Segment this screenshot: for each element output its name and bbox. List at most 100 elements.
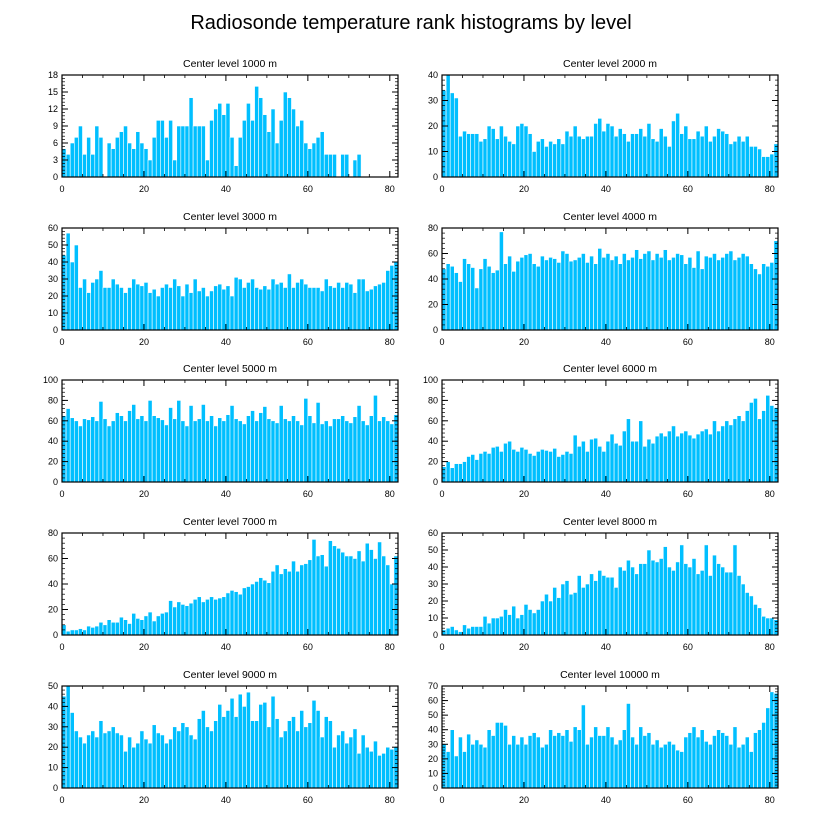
y-tick-label: 60 <box>428 528 438 538</box>
bar <box>679 133 685 178</box>
bar <box>720 566 726 636</box>
bar <box>127 142 132 178</box>
bar <box>728 571 734 636</box>
bar <box>143 420 149 483</box>
bar <box>486 622 492 636</box>
chart-panel-5: Center level 5000 m 0 20 40 60 80 0 20 40 60 80 100 <box>43 363 399 499</box>
bar <box>658 257 664 331</box>
chart-panel-1: Center level 1000 m 0 20 40 60 80 0 3 6 9 12 15 18 <box>48 58 399 194</box>
bar <box>119 415 124 483</box>
bar <box>65 154 71 178</box>
bar <box>630 133 635 178</box>
bar <box>254 86 259 178</box>
bar <box>90 154 96 178</box>
bar <box>642 445 648 483</box>
bar <box>630 440 635 483</box>
bar <box>556 456 562 483</box>
bar <box>544 743 549 789</box>
bar <box>552 143 558 178</box>
bar <box>188 97 194 178</box>
y-tick-label: 18 <box>48 70 58 80</box>
bar <box>287 720 292 789</box>
x-tick-label: 0 <box>59 795 64 805</box>
bar <box>613 135 619 178</box>
bar <box>192 278 198 331</box>
bar <box>282 287 288 331</box>
bar <box>572 592 578 636</box>
y-tick-label: 30 <box>428 739 438 749</box>
bar <box>254 420 259 483</box>
bar <box>160 419 165 483</box>
bar <box>205 598 210 636</box>
x-tick-label: 80 <box>765 184 775 194</box>
bar <box>254 581 259 636</box>
bar <box>352 728 358 789</box>
bar <box>482 451 488 483</box>
bar <box>90 416 96 483</box>
x-tick-label: 40 <box>601 642 611 652</box>
bar <box>147 400 153 483</box>
bar <box>585 743 590 789</box>
bar <box>658 432 664 483</box>
bar <box>356 550 362 636</box>
y-tick-label: 80 <box>48 395 58 405</box>
bar <box>740 420 746 483</box>
bar <box>303 726 309 789</box>
bar <box>168 407 173 483</box>
y-tick-label: 50 <box>428 545 438 555</box>
bar <box>184 283 190 331</box>
bar <box>319 736 325 789</box>
bar <box>519 257 525 331</box>
bar <box>634 133 639 178</box>
bar <box>172 159 178 178</box>
bar <box>486 729 492 789</box>
bar <box>617 263 623 331</box>
y-tick-label: 40 <box>428 562 438 572</box>
bar <box>258 412 264 483</box>
bar <box>749 146 754 178</box>
bar <box>683 563 689 636</box>
bar <box>196 290 202 331</box>
bar <box>494 138 500 178</box>
bar <box>507 614 512 636</box>
bar <box>229 295 235 331</box>
bar <box>564 729 570 789</box>
chart-panel-8: Center level 8000 m 0 20 40 60 80 0 10 20 30 40 50 6… <box>428 516 779 652</box>
chart-panel-2: Center level 2000 m 0 20 40 60 80 0 10 20 30 40 <box>428 58 779 194</box>
bar <box>708 743 713 789</box>
bar <box>360 734 366 789</box>
bar <box>544 146 549 178</box>
y-tick-label: 60 <box>428 249 438 259</box>
bar <box>621 729 627 789</box>
bar <box>708 575 713 636</box>
y-tick-label: 30 <box>428 96 438 106</box>
bar <box>336 418 341 483</box>
bar <box>753 604 758 636</box>
bar <box>151 415 157 483</box>
bar <box>462 751 467 789</box>
bar <box>753 268 758 331</box>
bar <box>728 424 734 483</box>
bar <box>143 148 149 178</box>
bar <box>287 273 292 331</box>
bar <box>650 259 656 331</box>
bar <box>593 263 599 331</box>
bar <box>225 285 231 331</box>
bar <box>213 425 219 483</box>
bar <box>131 613 137 636</box>
bar <box>78 628 83 636</box>
bar <box>98 720 104 789</box>
y-tick-label: 40 <box>48 701 58 711</box>
bar <box>662 135 668 178</box>
y-tick-label: 60 <box>48 223 58 233</box>
bar <box>695 130 701 178</box>
bar <box>94 420 100 483</box>
bar <box>233 418 239 483</box>
bar <box>184 425 190 483</box>
y-tick-label: 40 <box>48 257 58 267</box>
bar <box>642 735 648 789</box>
x-tick-label: 20 <box>519 184 529 194</box>
x-tick-label: 0 <box>59 642 64 652</box>
bar <box>691 726 697 789</box>
bar <box>356 278 362 331</box>
